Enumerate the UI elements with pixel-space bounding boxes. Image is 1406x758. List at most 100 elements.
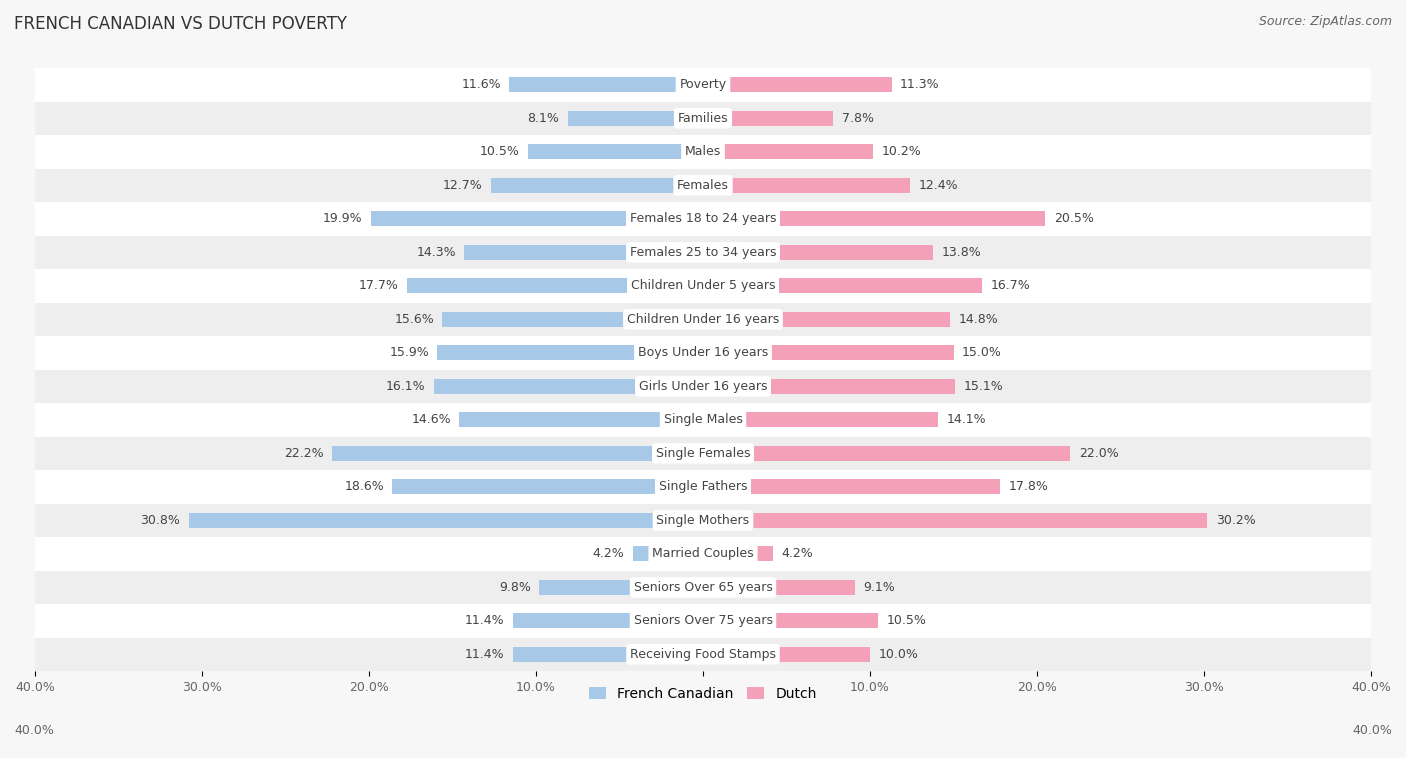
Text: 11.3%: 11.3% xyxy=(900,78,939,91)
Text: Receiving Food Stamps: Receiving Food Stamps xyxy=(630,648,776,661)
Text: 14.3%: 14.3% xyxy=(416,246,456,258)
Bar xyxy=(408,278,703,293)
Bar xyxy=(703,613,879,628)
Text: Source: ZipAtlas.com: Source: ZipAtlas.com xyxy=(1258,15,1392,28)
Text: 7.8%: 7.8% xyxy=(842,112,873,125)
Bar xyxy=(35,403,1371,437)
Bar xyxy=(703,446,1070,461)
Bar xyxy=(35,604,1371,637)
Bar xyxy=(35,236,1371,269)
Text: Single Mothers: Single Mothers xyxy=(657,514,749,527)
Text: Seniors Over 65 years: Seniors Over 65 years xyxy=(634,581,772,594)
Bar xyxy=(703,479,1000,494)
Text: 14.8%: 14.8% xyxy=(959,313,998,326)
Bar xyxy=(703,278,981,293)
Text: 12.7%: 12.7% xyxy=(443,179,482,192)
Bar xyxy=(703,547,773,562)
Text: Girls Under 16 years: Girls Under 16 years xyxy=(638,380,768,393)
Text: 9.1%: 9.1% xyxy=(863,581,896,594)
Bar xyxy=(703,580,855,595)
Text: 15.6%: 15.6% xyxy=(394,313,434,326)
Bar xyxy=(35,68,1371,102)
Text: Females: Females xyxy=(678,179,728,192)
Legend: French Canadian, Dutch: French Canadian, Dutch xyxy=(583,681,823,706)
Text: 30.8%: 30.8% xyxy=(141,514,180,527)
Bar xyxy=(703,412,938,428)
Text: 4.2%: 4.2% xyxy=(593,547,624,560)
Text: Females 18 to 24 years: Females 18 to 24 years xyxy=(630,212,776,225)
Text: 19.9%: 19.9% xyxy=(322,212,363,225)
Bar xyxy=(35,102,1371,135)
Bar xyxy=(332,446,703,461)
Text: Single Males: Single Males xyxy=(664,413,742,427)
Bar xyxy=(513,613,703,628)
Text: 9.8%: 9.8% xyxy=(499,581,531,594)
Text: 30.2%: 30.2% xyxy=(1216,514,1256,527)
Bar xyxy=(703,111,834,126)
Text: 18.6%: 18.6% xyxy=(344,481,384,493)
Bar xyxy=(703,346,953,360)
Text: 16.7%: 16.7% xyxy=(990,280,1031,293)
Bar xyxy=(35,336,1371,370)
Text: 10.5%: 10.5% xyxy=(887,615,927,628)
Bar xyxy=(35,168,1371,202)
Text: 15.0%: 15.0% xyxy=(962,346,1001,359)
Text: 16.1%: 16.1% xyxy=(387,380,426,393)
Bar xyxy=(371,211,703,227)
Text: 11.6%: 11.6% xyxy=(461,78,501,91)
Bar xyxy=(35,537,1371,571)
Bar xyxy=(35,269,1371,302)
Bar xyxy=(188,513,703,528)
Text: 17.7%: 17.7% xyxy=(359,280,399,293)
Bar xyxy=(35,370,1371,403)
Bar xyxy=(703,178,910,193)
Bar xyxy=(703,77,891,92)
Text: 13.8%: 13.8% xyxy=(942,246,981,258)
Bar xyxy=(460,412,703,428)
Bar xyxy=(35,637,1371,671)
Bar xyxy=(35,503,1371,537)
Text: 10.5%: 10.5% xyxy=(479,146,519,158)
Bar xyxy=(434,379,703,394)
Bar xyxy=(703,379,955,394)
Bar xyxy=(392,479,703,494)
Bar xyxy=(35,302,1371,336)
Text: Families: Families xyxy=(678,112,728,125)
Text: Seniors Over 75 years: Seniors Over 75 years xyxy=(634,615,772,628)
Bar xyxy=(568,111,703,126)
Text: 22.0%: 22.0% xyxy=(1078,447,1119,460)
Bar xyxy=(540,580,703,595)
Text: 11.4%: 11.4% xyxy=(464,615,505,628)
Text: Single Fathers: Single Fathers xyxy=(659,481,747,493)
Bar xyxy=(35,437,1371,470)
Bar xyxy=(703,312,950,327)
Text: Married Couples: Married Couples xyxy=(652,547,754,560)
Bar xyxy=(35,571,1371,604)
Text: 17.8%: 17.8% xyxy=(1008,481,1049,493)
Text: 20.5%: 20.5% xyxy=(1053,212,1094,225)
Text: 40.0%: 40.0% xyxy=(14,724,53,737)
Text: Poverty: Poverty xyxy=(679,78,727,91)
Bar xyxy=(491,178,703,193)
Bar xyxy=(443,312,703,327)
Text: FRENCH CANADIAN VS DUTCH POVERTY: FRENCH CANADIAN VS DUTCH POVERTY xyxy=(14,15,347,33)
Bar xyxy=(703,245,934,260)
Bar xyxy=(35,470,1371,503)
Text: 12.4%: 12.4% xyxy=(918,179,957,192)
Bar xyxy=(703,513,1208,528)
Text: Females 25 to 34 years: Females 25 to 34 years xyxy=(630,246,776,258)
Text: 15.1%: 15.1% xyxy=(963,380,1004,393)
Text: 15.9%: 15.9% xyxy=(389,346,429,359)
Text: 14.6%: 14.6% xyxy=(411,413,451,427)
Bar xyxy=(509,77,703,92)
Bar xyxy=(35,202,1371,236)
Bar xyxy=(527,144,703,159)
Text: 14.1%: 14.1% xyxy=(946,413,987,427)
Bar xyxy=(633,547,703,562)
Bar xyxy=(513,647,703,662)
Text: 40.0%: 40.0% xyxy=(1353,724,1392,737)
Text: Boys Under 16 years: Boys Under 16 years xyxy=(638,346,768,359)
Text: Children Under 5 years: Children Under 5 years xyxy=(631,280,775,293)
Text: 22.2%: 22.2% xyxy=(284,447,323,460)
Bar xyxy=(703,144,873,159)
